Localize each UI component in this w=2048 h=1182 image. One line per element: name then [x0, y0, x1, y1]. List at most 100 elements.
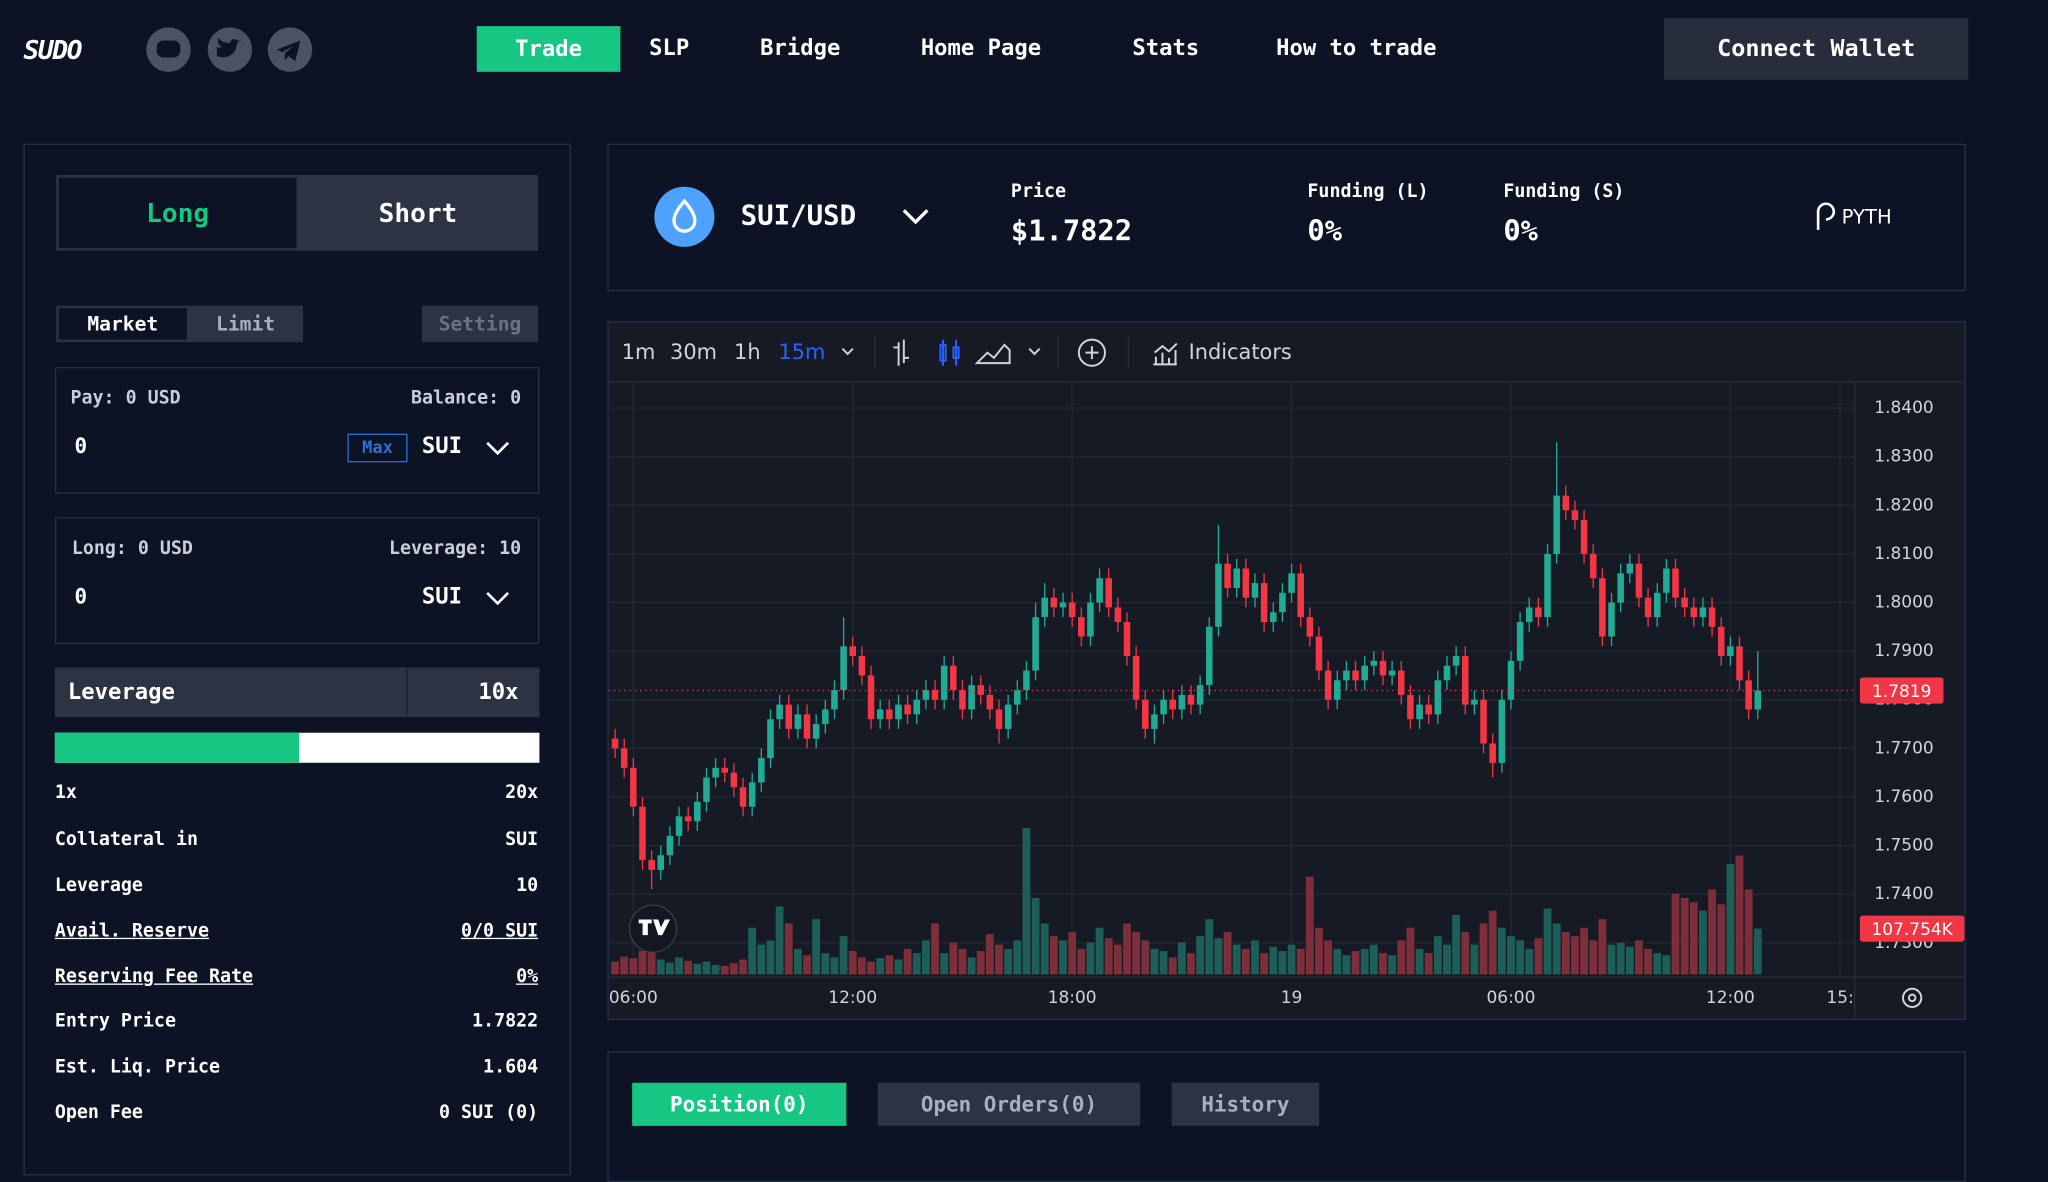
position-tab[interactable]: Position(0) [632, 1082, 847, 1126]
indicators[interactable]: Indicators [1188, 339, 1292, 365]
volume-bar [1040, 923, 1049, 975]
candle-body [748, 782, 756, 807]
pair[interactable]: SUI/USD [740, 199, 857, 232]
bars-icon[interactable] [893, 339, 910, 366]
volume-bar [1598, 919, 1607, 975]
volume-bar [1223, 931, 1232, 975]
candle-body [1480, 699, 1487, 744]
volume-bar [1580, 927, 1589, 975]
volume-bar [1662, 955, 1671, 975]
interval-dropdown[interactable] [841, 348, 854, 356]
nav-how-to[interactable]: How to trade [1276, 35, 1437, 62]
candle-body [785, 704, 793, 729]
logo[interactable]: SUDO [23, 33, 83, 66]
candle-body [1754, 690, 1762, 710]
limit-tab[interactable]: Limit [188, 305, 304, 343]
pay-amount[interactable]: 0 [74, 433, 88, 459]
volume-bar [665, 962, 674, 975]
volume-bar [1625, 946, 1634, 975]
volume-bar [1287, 944, 1296, 975]
volume-bar [958, 948, 967, 975]
volume-bar [903, 948, 912, 975]
volume-bar [1735, 855, 1744, 975]
info-value: 0% [516, 966, 539, 988]
market-tab[interactable]: Market [56, 305, 190, 343]
volume-bar [1406, 927, 1415, 975]
candle-body [803, 714, 811, 739]
candle-body [1233, 568, 1240, 588]
candle-body [1608, 602, 1615, 637]
chart-type-dropdown[interactable] [1028, 348, 1041, 356]
candle-body [639, 806, 646, 861]
candle-body [1736, 646, 1743, 681]
candle-body [1279, 592, 1286, 613]
volume-bar [1187, 953, 1195, 975]
volume-bar [1260, 953, 1269, 975]
candle-body [1553, 495, 1560, 554]
candle-body [968, 685, 975, 710]
slider-max: 20x [505, 782, 539, 804]
settings-icon[interactable] [1902, 987, 1923, 1008]
leverage-bar [54, 667, 540, 718]
short-tab[interactable]: Short [297, 175, 539, 251]
candle-body [1699, 607, 1707, 618]
area-icon[interactable] [974, 343, 1011, 365]
open-orders-tab[interactable]: Open Orders(0) [877, 1082, 1141, 1126]
candle-body [904, 704, 911, 715]
chevron [902, 209, 929, 225]
candle-body [666, 835, 674, 856]
funding-l: 0% [1307, 215, 1343, 249]
long-box [54, 517, 540, 644]
volume-bar [766, 940, 775, 975]
candle-body [950, 665, 957, 691]
candles-icon[interactable] [939, 339, 960, 366]
candlestick-chart[interactable]: 06:00 12:00 18:00 19 06:00 12:00 15: 1.8400 1.83… [607, 321, 1965, 1019]
candle-body [1617, 573, 1624, 603]
volume-bar [1479, 923, 1488, 975]
volume-bar [1443, 944, 1451, 975]
volume-bar [1452, 914, 1461, 975]
interval-1h[interactable]: 1h [734, 339, 761, 365]
volume-bar [830, 957, 839, 975]
candle-body [1215, 563, 1222, 627]
compare-icon[interactable] [1077, 338, 1106, 367]
volume-bar [967, 957, 976, 975]
candle-body [1306, 617, 1314, 637]
nav-stats[interactable]: Stats [1132, 35, 1200, 62]
candle-body [1343, 670, 1350, 681]
nav-slp[interactable]: SLP [649, 35, 690, 62]
pay-label: Pay: 0 USD [70, 387, 181, 409]
x-tick-label: 06:00 [1487, 988, 1536, 1008]
indicators-icon[interactable] [1149, 337, 1180, 368]
candle-body [1169, 699, 1176, 710]
candle-body [1580, 519, 1588, 554]
nav-bridge[interactable]: Bridge [760, 35, 841, 62]
candle-body [1333, 680, 1341, 700]
nav-trade[interactable]: Trade [476, 26, 621, 72]
nav-home[interactable]: Home Page [920, 35, 1042, 62]
leverage-value[interactable]: 10x [478, 679, 519, 706]
candle-body [1443, 665, 1451, 681]
volume-bar [1132, 931, 1141, 975]
setting-button[interactable]: Setting [421, 305, 539, 343]
pay-token[interactable]: SUI [421, 433, 462, 460]
volume-bar [720, 965, 729, 975]
candle-body [1461, 656, 1469, 705]
info-label: Leverage [54, 875, 143, 896]
candle-body [895, 704, 902, 720]
volume-bar [1031, 897, 1040, 975]
connect-wallet[interactable]: Connect Wallet [1663, 18, 1969, 80]
interval-30m[interactable]: 30m [670, 339, 717, 365]
long-tab[interactable]: Long [56, 175, 300, 251]
pyth-logo [1816, 202, 1836, 230]
volume-bar [1516, 940, 1525, 975]
max-button[interactable]: Max [347, 433, 408, 463]
volume-bar [1232, 944, 1241, 975]
long-token[interactable]: SUI [421, 583, 462, 610]
history-tab[interactable]: History [1171, 1082, 1320, 1126]
candle-body [1324, 670, 1332, 700]
volume-bar [1680, 897, 1689, 975]
candle-body [995, 709, 1003, 729]
interval-15m[interactable]: 15m [778, 339, 826, 365]
interval-1m[interactable]: 1m [621, 339, 656, 365]
